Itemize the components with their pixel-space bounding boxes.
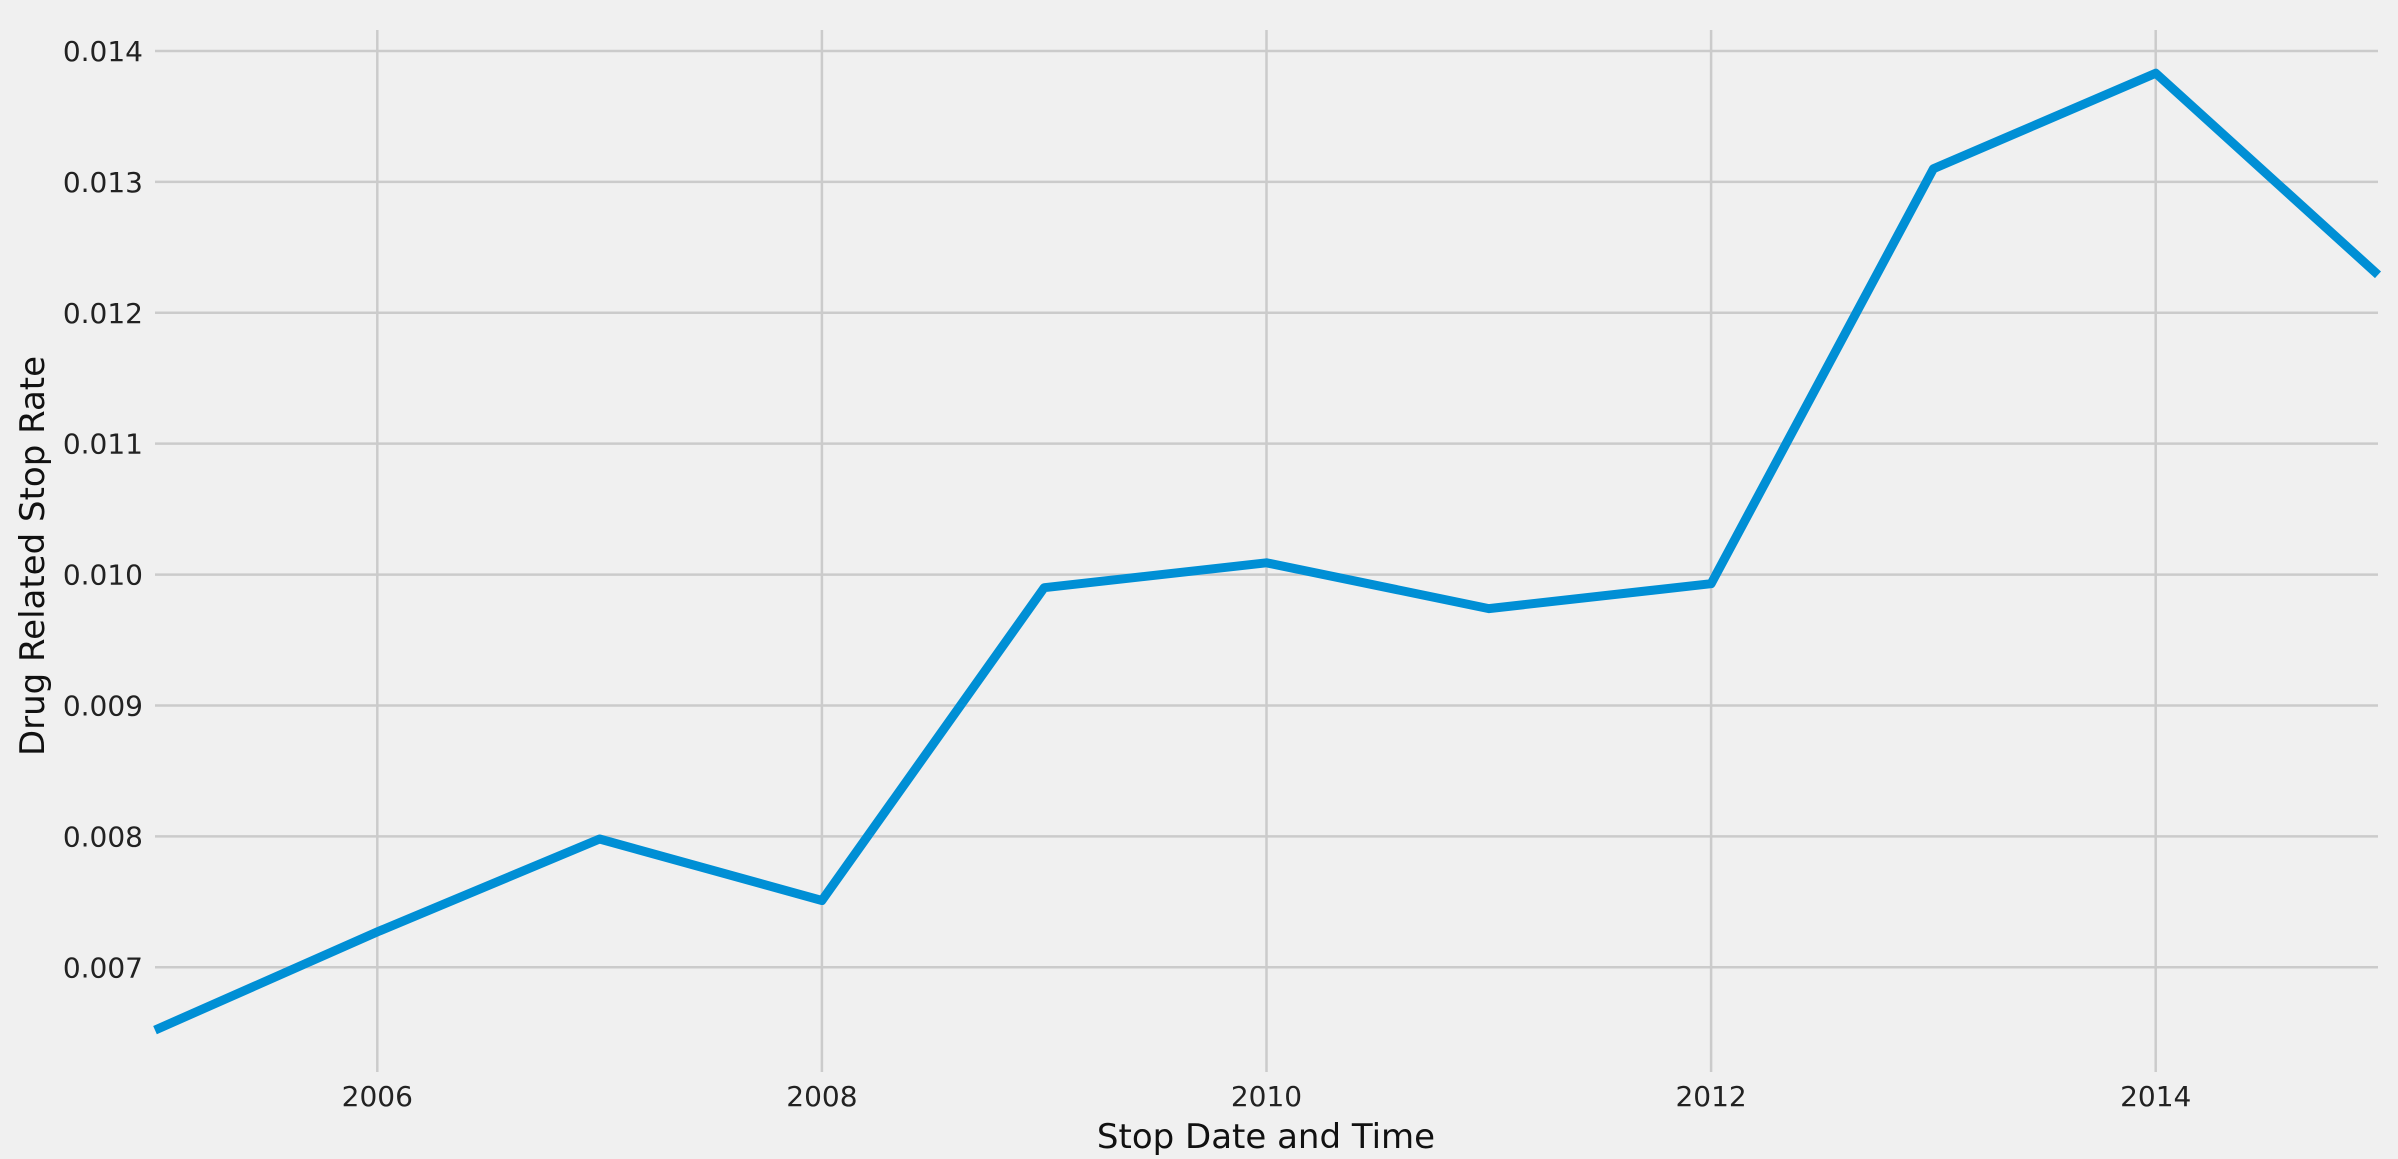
y-tick-label: 0.014: [63, 35, 143, 68]
y-axis-title: Drug Related Stop Rate: [13, 356, 53, 756]
x-axis-ticks: 2006 2008 2010 2012 2014: [342, 1080, 2192, 1113]
x-tick-label: 2008: [786, 1080, 857, 1113]
y-axis-ticks: 0.007 0.008 0.009 0.010 0.011 0.012 0.013 0.014: [63, 35, 143, 984]
y-tick-label: 0.008: [63, 820, 143, 853]
grid: [155, 30, 2378, 1072]
y-tick-label: 0.010: [63, 559, 143, 592]
x-tick-label: 2012: [1675, 1080, 1746, 1113]
x-tick-label: 2010: [1231, 1080, 1302, 1113]
y-tick-label: 0.011: [63, 428, 143, 461]
x-axis-title: Stop Date and Time: [1097, 1117, 1435, 1157]
y-tick-label: 0.012: [63, 297, 143, 330]
x-tick-label: 2014: [2120, 1080, 2191, 1113]
x-tick-label: 2006: [342, 1080, 413, 1113]
y-tick-label: 0.009: [63, 689, 143, 722]
y-tick-label: 0.013: [63, 166, 143, 199]
y-tick-label: 0.007: [63, 951, 143, 984]
series-layer: [153, 68, 2382, 1035]
